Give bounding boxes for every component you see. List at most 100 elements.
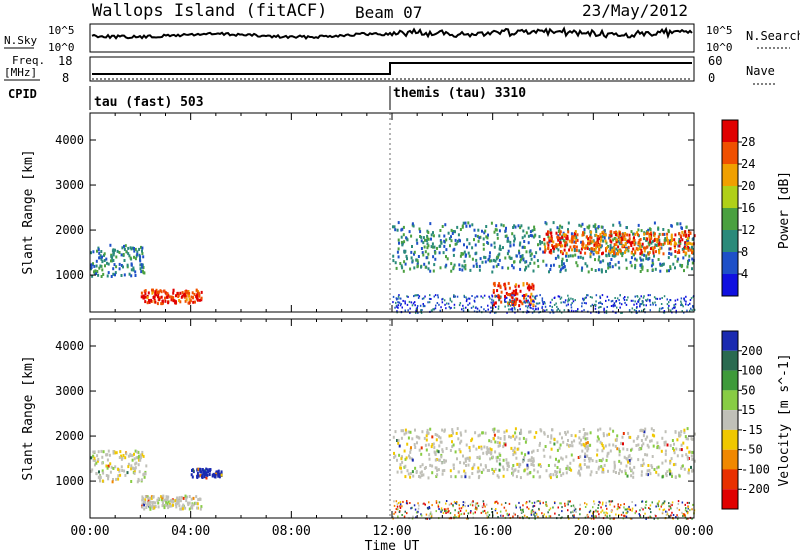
data-cell	[191, 506, 194, 510]
data-cell	[679, 241, 682, 245]
data-cell	[468, 456, 471, 460]
data-cell	[520, 300, 523, 304]
data-cell	[564, 301, 566, 304]
data-cell	[520, 224, 523, 228]
data-cell	[404, 309, 406, 312]
data-cell	[621, 232, 624, 236]
data-cell	[523, 301, 525, 304]
data-cell	[580, 268, 583, 272]
data-cell	[507, 301, 509, 305]
data-cell	[594, 258, 596, 262]
data-cell	[480, 445, 483, 449]
data-cell	[463, 259, 466, 263]
data-cell	[448, 434, 451, 438]
data-cell	[663, 502, 665, 505]
data-cell	[200, 470, 203, 474]
data-cell	[429, 463, 432, 467]
data-cell	[420, 265, 422, 269]
data-cell	[150, 496, 153, 500]
data-cell	[584, 502, 586, 505]
data-cell	[476, 502, 479, 505]
data-cell	[534, 511, 537, 514]
data-cell	[533, 501, 536, 504]
data-cell	[613, 460, 616, 464]
data-cell	[427, 237, 430, 241]
data-cell	[461, 308, 463, 311]
data-cell	[522, 510, 524, 513]
data-cell	[154, 300, 157, 304]
data-cell	[441, 472, 444, 476]
data-cell	[410, 234, 413, 238]
data-cell	[106, 466, 109, 470]
data-cell	[680, 304, 682, 307]
data-cell	[145, 464, 148, 468]
data-cell	[532, 269, 535, 273]
data-cell	[393, 225, 396, 229]
data-cell	[439, 509, 442, 512]
data-cell	[622, 432, 625, 435]
data-cell	[196, 294, 199, 298]
data-cell	[519, 463, 522, 467]
data-cell	[532, 511, 535, 514]
data-cell	[554, 502, 556, 505]
data-cell	[185, 298, 188, 302]
data-cell	[650, 264, 653, 268]
data-cell	[152, 500, 155, 504]
data-cell	[589, 252, 592, 256]
data-cell	[413, 250, 416, 254]
data-cell	[468, 224, 471, 228]
data-cell	[490, 440, 493, 444]
data-cell	[639, 516, 642, 518]
data-cell	[421, 430, 424, 434]
data-cell	[448, 510, 450, 512]
data-cell	[406, 512, 408, 515]
data-cell	[573, 249, 576, 253]
data-cell	[397, 515, 399, 518]
data-cell	[635, 307, 638, 309]
data-cell	[689, 509, 691, 512]
data-cell	[677, 249, 680, 253]
data-cell	[583, 298, 585, 301]
data-cell	[570, 440, 573, 444]
data-cell	[639, 270, 642, 273]
data-cell	[594, 227, 597, 231]
data-cell	[601, 303, 603, 305]
data-cell	[686, 265, 689, 269]
data-cell	[536, 294, 538, 297]
data-cell	[625, 464, 628, 468]
data-cell	[463, 296, 466, 298]
data-cell	[663, 311, 666, 314]
data-cell	[612, 443, 615, 447]
data-cell	[600, 442, 603, 446]
data-cell	[401, 505, 403, 508]
data-cell	[423, 297, 425, 300]
data-cell	[608, 249, 611, 253]
data-cell	[520, 509, 523, 512]
data-cell	[550, 234, 553, 238]
data-cell	[532, 284, 535, 288]
data-cell	[630, 474, 633, 478]
data-cell	[183, 292, 186, 296]
data-cell	[592, 239, 595, 243]
data-cell	[178, 504, 181, 508]
data-cell	[624, 301, 626, 304]
data-cell	[691, 251, 693, 255]
data-cell	[679, 222, 682, 226]
colorbar-swatch	[722, 230, 738, 252]
data-cell	[646, 443, 649, 447]
data-cell	[640, 463, 643, 467]
data-cell	[527, 459, 530, 462]
data-cell	[634, 263, 637, 267]
data-cell	[558, 264, 561, 268]
data-cell	[486, 469, 489, 472]
data-cell	[96, 270, 99, 273]
data-cell	[681, 238, 684, 242]
data-cell	[108, 453, 111, 457]
data-cell	[157, 496, 160, 500]
data-cell	[660, 246, 663, 250]
data-cell	[485, 310, 487, 313]
data-cell	[394, 228, 397, 232]
data-cell	[609, 449, 612, 453]
data-cell	[490, 306, 492, 309]
data-cell	[177, 499, 180, 503]
